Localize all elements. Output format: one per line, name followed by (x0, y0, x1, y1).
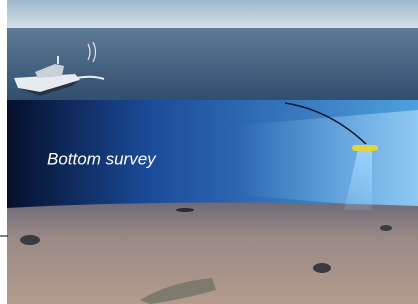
rock (313, 263, 331, 273)
sea-surface (7, 28, 418, 102)
caption: Bottom survey (47, 149, 157, 168)
light-glow (240, 110, 418, 210)
debris (176, 208, 194, 212)
towfish (352, 145, 378, 151)
sky (7, 0, 418, 30)
rock (20, 235, 40, 245)
rock (380, 225, 392, 231)
page: {"caption": "Bottom survey"} (0, 0, 418, 304)
illustration: Bottom survey (0, 0, 418, 304)
